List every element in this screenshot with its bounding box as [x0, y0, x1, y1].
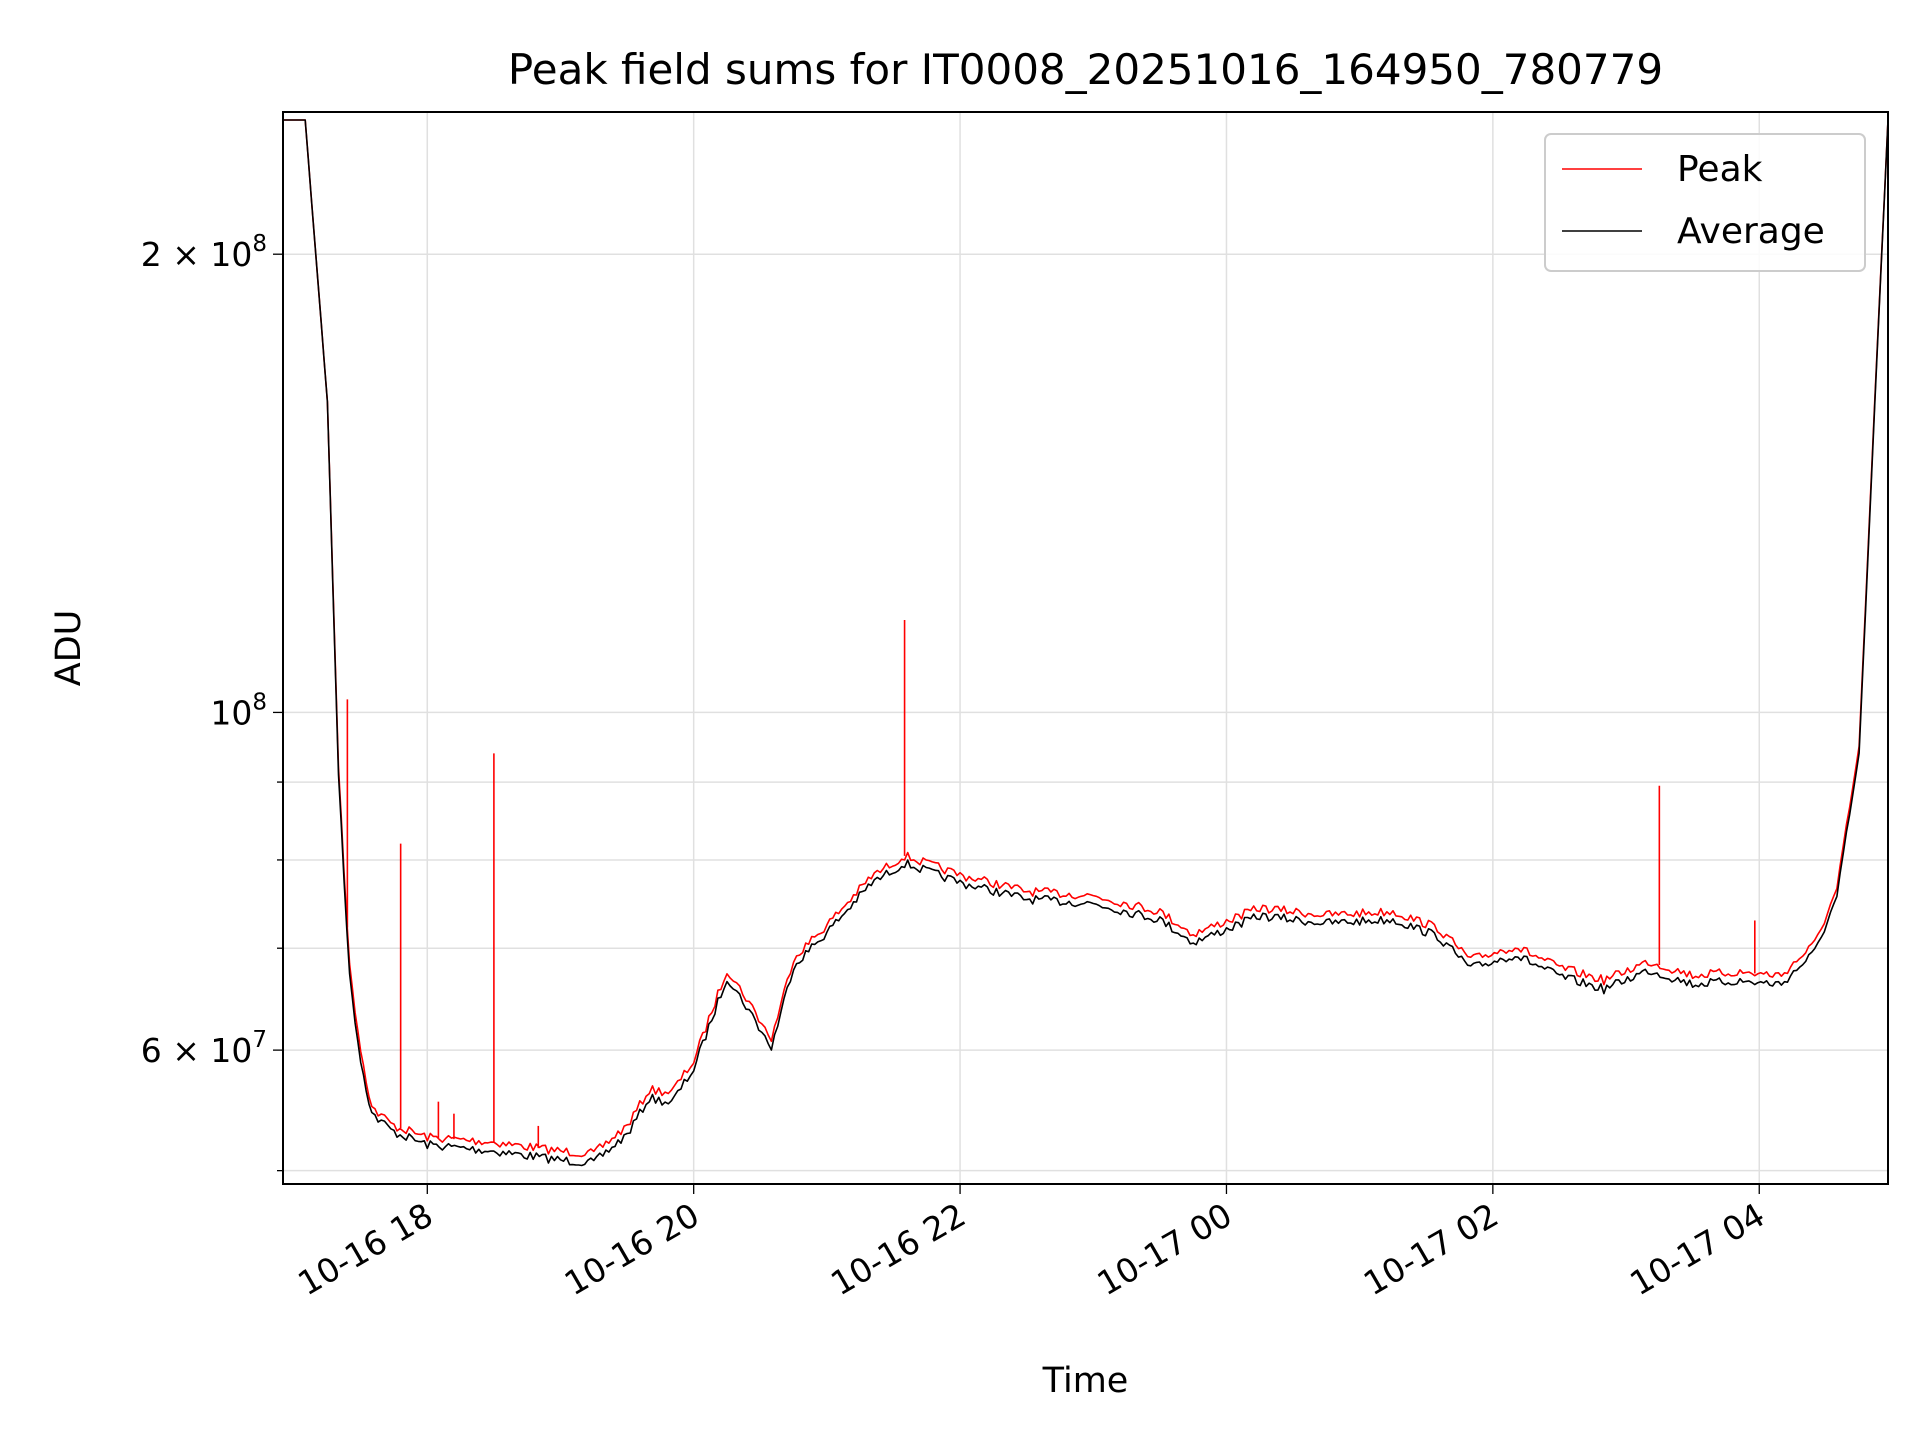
- plot-area: [283, 119, 1888, 1167]
- plot-frame: [282, 111, 1889, 1185]
- legend: Peak Average: [1544, 133, 1866, 272]
- y-tick-base: × 10: [162, 235, 253, 274]
- y-tick-base: × 10: [162, 1031, 253, 1070]
- y-tick-label: 2 × 108: [141, 231, 267, 274]
- x-tick-label: 10-17 04: [1623, 1195, 1771, 1303]
- y-tick-exponent: 8: [252, 231, 267, 257]
- legend-label-average: Average: [1677, 211, 1825, 252]
- series-line-average: [283, 119, 1888, 1167]
- y-tick-mantissa: 2: [141, 235, 162, 274]
- y-tick-exponent: 8: [252, 689, 267, 715]
- x-tick-label: 10-17 00: [1090, 1195, 1238, 1303]
- series-group: [283, 119, 1888, 1167]
- y-tick-label: 108: [210, 689, 267, 732]
- y-tick-exponent: 7: [252, 1027, 267, 1053]
- y-tick-label: 6 × 107: [141, 1027, 267, 1070]
- legend-label-peak: Peak: [1677, 149, 1763, 190]
- x-tick-label: 10-16 20: [558, 1195, 706, 1303]
- y-axis-label: ADU: [49, 610, 89, 687]
- grid: [283, 112, 1888, 1184]
- x-tick-label: 10-17 02: [1357, 1195, 1505, 1303]
- ticks: 10-16 18 10-16 20 10-16 22 10-17 00 10-17 02…: [141, 231, 1772, 1303]
- y-tick-mantissa: 6: [141, 1031, 162, 1070]
- y-tick-base: 10: [210, 693, 252, 732]
- x-tick-label: 10-16 22: [824, 1195, 972, 1303]
- x-axis-label: Time: [1042, 1361, 1129, 1401]
- x-tick-label: 10-16 18: [291, 1195, 439, 1303]
- series-line-peak: [283, 119, 1888, 1158]
- chart-title: Peak field sums for IT0008_20251016_1649…: [508, 45, 1663, 94]
